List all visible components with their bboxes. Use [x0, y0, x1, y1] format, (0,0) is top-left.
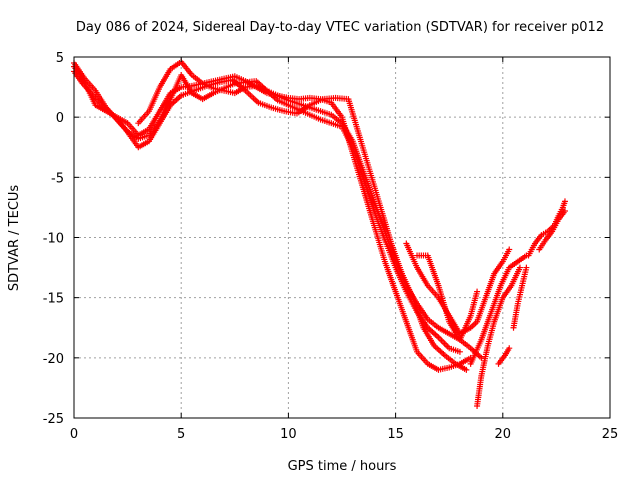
series-track-l — [536, 208, 568, 253]
y-axis-label: SDTVAR / TECUs — [7, 185, 22, 292]
data-point-marker — [516, 264, 523, 271]
y-tick-label: -15 — [43, 292, 64, 307]
data-point-marker — [463, 366, 470, 373]
chart-title: Day 086 of 2024, Sidereal Day-to-day VTE… — [76, 20, 604, 35]
data-point-marker — [506, 345, 513, 352]
grid-layer — [74, 57, 610, 418]
series-track-f — [414, 252, 481, 343]
data-point-marker — [456, 348, 463, 355]
y-tick-label: 0 — [56, 111, 64, 126]
y-tick-label: 5 — [56, 51, 64, 66]
x-tick-label: 15 — [387, 427, 404, 442]
x-tick-label: 5 — [177, 427, 185, 442]
x-tick-label: 10 — [280, 427, 297, 442]
y-tick-label: -5 — [51, 171, 64, 186]
x-tick-label: 0 — [70, 427, 78, 442]
data-point-marker — [474, 288, 481, 295]
data-point-marker — [523, 264, 530, 271]
x-axis-label: GPS time / hours — [288, 459, 397, 474]
data-marks — [71, 58, 568, 409]
y-tick-label: -20 — [43, 352, 64, 367]
data-point-marker — [561, 208, 568, 215]
data-point-marker — [478, 354, 485, 361]
data-point-marker — [506, 246, 513, 253]
x-tick-label: 25 — [602, 427, 619, 442]
y-tick-label: -25 — [43, 412, 64, 427]
series-track-k — [525, 198, 568, 259]
tick-layer: 0 5 10 15 20 25 5 0 -5 -10 -15 -20 -25 — [43, 51, 619, 442]
data-point-marker — [561, 198, 568, 205]
series-track-a — [71, 63, 474, 373]
series-track-g — [474, 264, 523, 409]
y-tick-label: -10 — [43, 232, 64, 247]
series-track-j — [510, 264, 530, 331]
series-track-i — [495, 345, 513, 367]
x-tick-label: 20 — [495, 427, 512, 442]
